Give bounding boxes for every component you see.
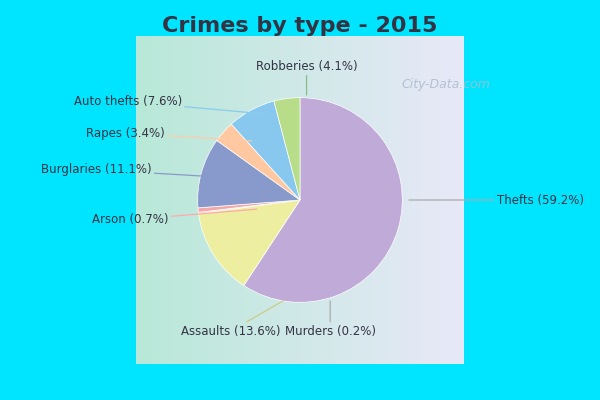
Wedge shape <box>232 101 300 200</box>
Text: Assaults (13.6%): Assaults (13.6%) <box>181 301 283 338</box>
Text: Murders (0.2%): Murders (0.2%) <box>284 301 376 338</box>
Wedge shape <box>244 98 403 302</box>
Wedge shape <box>198 200 300 212</box>
Text: Crimes by type - 2015: Crimes by type - 2015 <box>163 16 437 36</box>
Wedge shape <box>217 124 300 200</box>
Text: Auto thefts (7.6%): Auto thefts (7.6%) <box>74 95 274 115</box>
Text: Burglaries (11.1%): Burglaries (11.1%) <box>41 163 230 178</box>
Wedge shape <box>199 200 300 286</box>
Text: City-Data.com: City-Data.com <box>401 78 490 91</box>
Wedge shape <box>274 98 300 200</box>
Text: Rapes (3.4%): Rapes (3.4%) <box>86 126 251 141</box>
Wedge shape <box>199 200 300 214</box>
Text: Thefts (59.2%): Thefts (59.2%) <box>409 194 584 206</box>
Text: Arson (0.7%): Arson (0.7%) <box>92 209 257 226</box>
Text: Robberies (4.1%): Robberies (4.1%) <box>256 60 358 95</box>
Wedge shape <box>197 140 300 208</box>
